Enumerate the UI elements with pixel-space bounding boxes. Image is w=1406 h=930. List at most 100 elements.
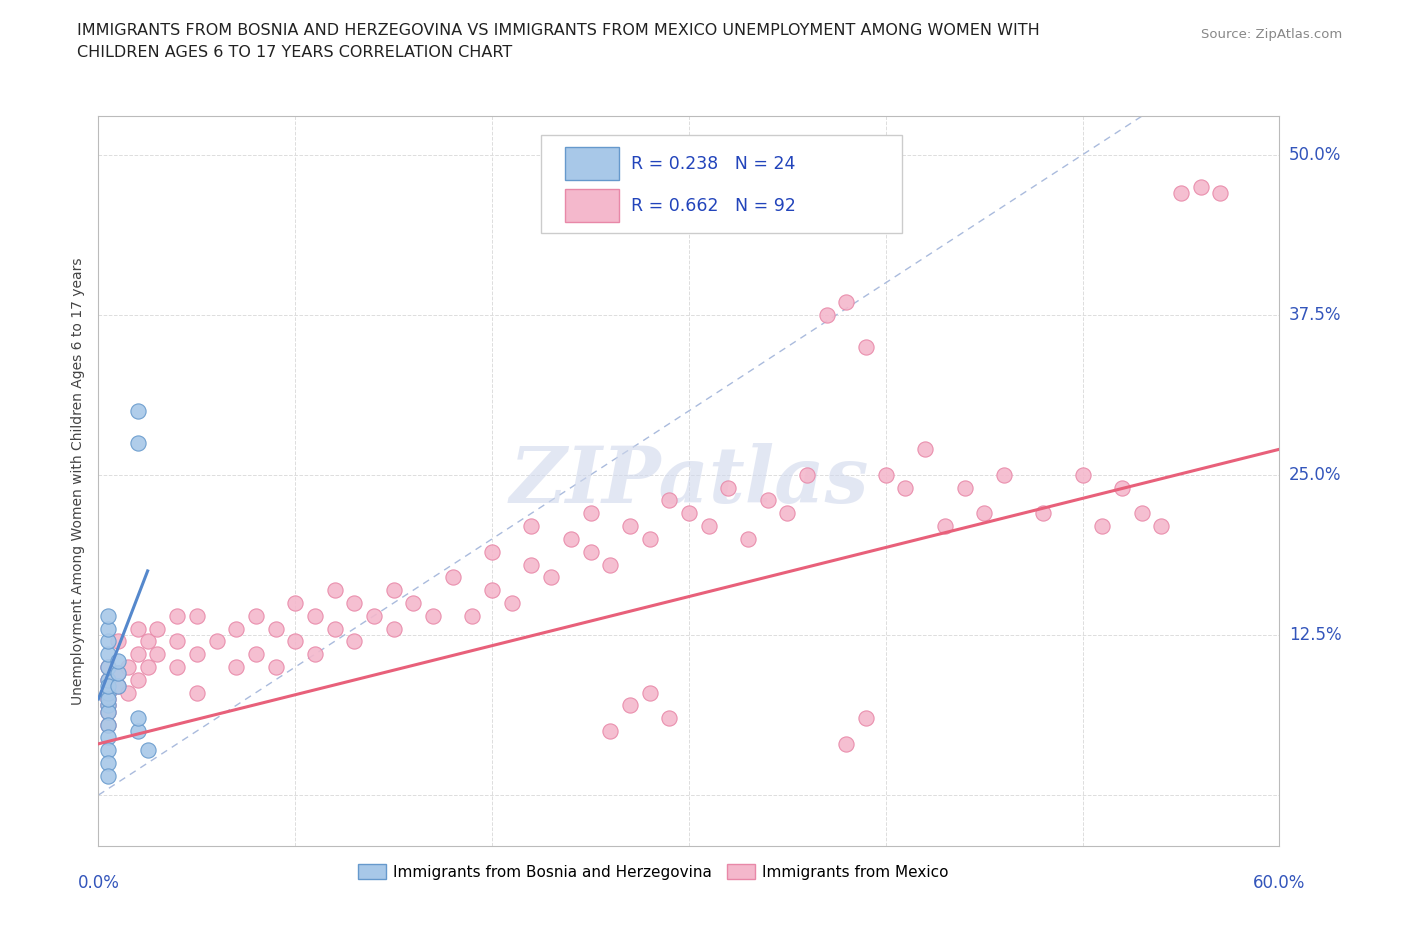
Text: IMMIGRANTS FROM BOSNIA AND HERZEGOVINA VS IMMIGRANTS FROM MEXICO UNEMPLOYMENT AM: IMMIGRANTS FROM BOSNIA AND HERZEGOVINA V… [77, 23, 1040, 60]
Point [97, 679, 120, 694]
Point [136, 659, 159, 674]
Point [166, 634, 188, 649]
Point [914, 442, 936, 457]
Point [1091, 519, 1114, 534]
Point [579, 506, 602, 521]
Point [638, 531, 661, 546]
Point [481, 583, 503, 598]
Point [815, 307, 838, 322]
Point [1170, 186, 1192, 201]
Point [107, 666, 129, 681]
Point [107, 634, 129, 649]
Text: R = 0.238   N = 24: R = 0.238 N = 24 [631, 154, 796, 173]
Text: Source: ZipAtlas.com: Source: ZipAtlas.com [1202, 28, 1343, 41]
Point [97, 608, 120, 623]
Point [127, 404, 149, 418]
Text: 12.5%: 12.5% [1289, 626, 1341, 644]
Point [97, 768, 120, 783]
Point [1189, 179, 1212, 194]
Text: 37.5%: 37.5% [1289, 306, 1341, 324]
Point [934, 519, 956, 534]
Point [756, 493, 779, 508]
FancyBboxPatch shape [565, 147, 619, 180]
Text: 50.0%: 50.0% [1289, 146, 1341, 164]
Point [205, 634, 228, 649]
Point [658, 711, 681, 725]
Point [186, 646, 208, 661]
Point [97, 717, 120, 732]
Text: 25.0%: 25.0% [1289, 466, 1341, 484]
Point [520, 519, 543, 534]
Point [97, 672, 120, 687]
Point [422, 608, 444, 623]
Point [97, 685, 120, 700]
Point [619, 519, 641, 534]
Point [304, 646, 326, 661]
Point [225, 621, 247, 636]
Point [323, 621, 346, 636]
Point [1150, 519, 1173, 534]
Legend: Immigrants from Bosnia and Herzegovina, Immigrants from Mexico: Immigrants from Bosnia and Herzegovina, … [352, 858, 955, 886]
Point [323, 583, 346, 598]
FancyBboxPatch shape [565, 189, 619, 222]
Point [97, 698, 120, 713]
Point [97, 717, 120, 732]
Point [835, 737, 858, 751]
Point [97, 659, 120, 674]
Point [107, 666, 129, 681]
Point [97, 634, 120, 649]
Point [638, 685, 661, 700]
Point [127, 646, 149, 661]
Point [697, 519, 720, 534]
Point [481, 544, 503, 559]
Point [1209, 186, 1232, 201]
Text: 0.0%: 0.0% [77, 874, 120, 892]
Point [284, 634, 307, 649]
Point [97, 621, 120, 636]
Point [127, 672, 149, 687]
Point [363, 608, 385, 623]
Point [245, 608, 267, 623]
Point [835, 295, 858, 310]
Point [560, 531, 582, 546]
Point [501, 595, 523, 610]
Point [599, 557, 621, 572]
Point [737, 531, 759, 546]
Text: ZIPatlas: ZIPatlas [509, 443, 869, 520]
Point [382, 583, 405, 598]
Point [304, 608, 326, 623]
Point [1130, 506, 1153, 521]
Point [579, 544, 602, 559]
Point [894, 480, 917, 495]
Point [717, 480, 740, 495]
Point [117, 685, 139, 700]
Point [875, 468, 897, 483]
Point [678, 506, 700, 521]
Point [658, 493, 681, 508]
Point [540, 570, 562, 585]
Point [166, 608, 188, 623]
Point [146, 621, 169, 636]
Point [97, 672, 120, 687]
Point [107, 679, 129, 694]
Point [127, 621, 149, 636]
Point [993, 468, 1015, 483]
Point [796, 468, 818, 483]
Point [127, 711, 149, 725]
Point [225, 659, 247, 674]
Point [97, 659, 120, 674]
Text: 60.0%: 60.0% [1253, 874, 1306, 892]
Point [97, 692, 120, 707]
Point [402, 595, 425, 610]
Point [97, 698, 120, 713]
Point [599, 724, 621, 738]
Point [855, 711, 877, 725]
Point [107, 679, 129, 694]
Point [97, 704, 120, 719]
Point [146, 646, 169, 661]
Point [186, 685, 208, 700]
Point [1071, 468, 1094, 483]
Point [382, 621, 405, 636]
Point [264, 659, 287, 674]
Point [973, 506, 995, 521]
